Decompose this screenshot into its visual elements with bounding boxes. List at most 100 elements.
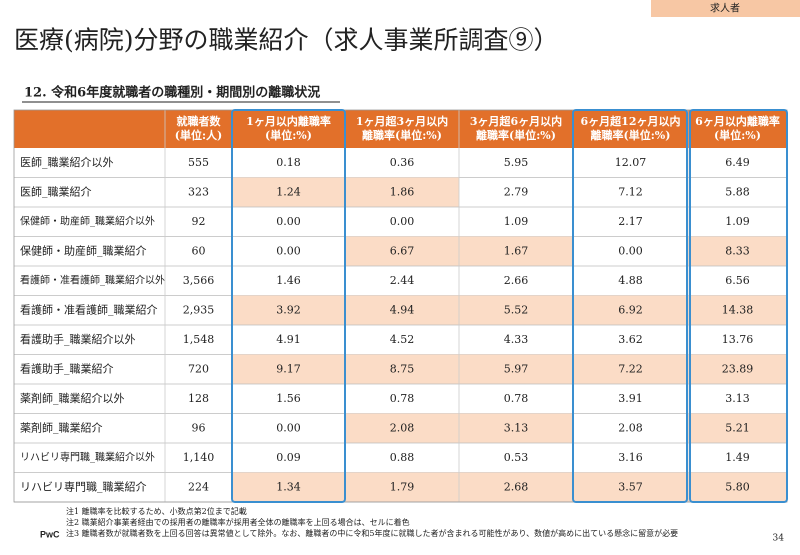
cell: 2.79 [504, 185, 529, 198]
cell: 3.13 [725, 392, 750, 405]
header-cell: 6ヶ月超12ヶ月以内 [581, 114, 681, 128]
focus-box [689, 109, 788, 503]
cell: 3.91 [618, 392, 643, 405]
highlight-cell [459, 413, 573, 443]
cell: 0.53 [504, 451, 529, 464]
cell: 3.57 [618, 480, 643, 493]
highlight-cell [345, 236, 459, 266]
cell: 3.13 [504, 421, 529, 434]
row-label: 医師_職業紹介以外 [20, 156, 114, 169]
cell: 1.34 [276, 480, 301, 493]
cell: 1,548 [183, 333, 215, 346]
cell: 2,935 [183, 303, 215, 316]
cell: 4.33 [504, 333, 529, 346]
cell: 4.88 [618, 274, 643, 287]
row-label: 保健師・助産師_職業紹介 [20, 243, 147, 257]
brand: PwC [40, 529, 60, 539]
title: 医療(病院)分野の職業紹介（求人事業所調査⑨） [14, 26, 559, 55]
highlight-cell [232, 177, 345, 207]
header-cell: 3ヶ月超6ヶ月以内 [470, 114, 562, 128]
row-label: 看護師・准看護師_職業紹介以外 [20, 273, 165, 286]
cell: 0.00 [276, 215, 301, 228]
note: 注3 離職者数が就職者数を上回る回答は異常値として除外。なお、離職者の中に令和5… [66, 528, 678, 538]
cell: 8.75 [390, 362, 415, 375]
focus-box [231, 109, 346, 503]
cell: 720 [188, 362, 209, 375]
cell: 224 [188, 480, 209, 493]
cell: 2.08 [618, 421, 643, 434]
cell: 0.00 [276, 244, 301, 257]
cell: 60 [192, 244, 206, 257]
cell: 92 [192, 215, 206, 228]
row-label: 薬剤師_職業紹介以外 [20, 391, 125, 405]
cell: 13.76 [722, 333, 754, 346]
cell: 4.91 [276, 333, 301, 346]
highlight-cell [688, 354, 787, 384]
header-cell: (単位:%) [265, 128, 312, 142]
cell: 1,140 [183, 451, 215, 464]
row-label: リハビリ専門職_職業紹介以外 [20, 450, 155, 463]
cell: 0.18 [276, 156, 301, 169]
highlight-cell [688, 236, 787, 266]
highlight-cell [688, 472, 787, 502]
row-label: 保健師・助産師_職業紹介以外 [20, 214, 155, 227]
cell: 2.17 [618, 215, 643, 228]
cell: 12.07 [615, 156, 647, 169]
highlight-cell [459, 472, 573, 502]
cell: 23.89 [722, 362, 754, 375]
cell: 1.56 [276, 392, 301, 405]
cell: 6.49 [725, 156, 750, 169]
highlight-cell [459, 295, 573, 325]
header-cell: 離職率(単位:%) [591, 128, 671, 142]
cell: 1.09 [504, 215, 529, 228]
cell: 6.67 [390, 244, 415, 257]
cell: 555 [188, 156, 209, 169]
tab-label: 求人者 [710, 3, 740, 15]
cell: 3.16 [618, 451, 643, 464]
row-label: 薬剤師_職業紹介 [20, 420, 103, 434]
row-label: 看護助手_職業紹介以外 [20, 332, 136, 346]
highlight-cell [573, 295, 688, 325]
cell: 4.94 [390, 303, 415, 316]
cell: 3.92 [276, 303, 301, 316]
cell: 6.56 [725, 274, 750, 287]
cell: 14.38 [722, 303, 754, 316]
cell: 1.09 [725, 215, 750, 228]
cell: 0.78 [504, 392, 529, 405]
cell: 3.62 [618, 333, 643, 346]
cell: 2.66 [504, 274, 529, 287]
cell: 0.00 [390, 215, 415, 228]
cell: 0.00 [276, 421, 301, 434]
highlight-cell [345, 295, 459, 325]
cell: 4.52 [390, 333, 415, 346]
cell: 96 [192, 421, 206, 434]
highlight-cell [573, 472, 688, 502]
focus-box [572, 109, 688, 503]
row-label: 看護師・准看護師_職業紹介 [20, 302, 158, 316]
cell: 1.79 [390, 480, 415, 493]
highlight-cell [232, 472, 345, 502]
cell: 2.44 [390, 274, 415, 287]
header-cell: 6ヶ月以内離職率 [695, 114, 780, 128]
cell: 2.68 [504, 480, 529, 493]
cell: 1.46 [276, 274, 301, 287]
note: 注1 離職率を比較するため、小数点第2位まで記載 [66, 506, 247, 516]
cell: 5.95 [504, 156, 529, 169]
cell: 5.80 [725, 480, 750, 493]
cell: 1.24 [276, 185, 301, 198]
note: 注2 職業紹介事業者経由での採用者の離職率が採用者全体の離職率を上回る場合は、セ… [66, 517, 410, 527]
cell: 7.12 [618, 185, 643, 198]
header-cell: 1ヶ月超3ヶ月以内 [356, 114, 448, 128]
cell: 3,566 [183, 274, 215, 287]
header-cell: (単位:人) [175, 128, 222, 142]
cell: 5.88 [725, 185, 750, 198]
highlight-cell [688, 413, 787, 443]
highlight-cell [345, 413, 459, 443]
cell: 2.08 [390, 421, 415, 434]
tab-bg [651, 0, 800, 17]
row-label: 医師_職業紹介 [20, 185, 92, 198]
subtitle: 12. 令和6年度就職者の職種別・期間別の離職状況 [24, 85, 320, 101]
row-label: リハビリ専門職_職業紹介 [20, 480, 147, 493]
cell: 0.36 [390, 156, 415, 169]
